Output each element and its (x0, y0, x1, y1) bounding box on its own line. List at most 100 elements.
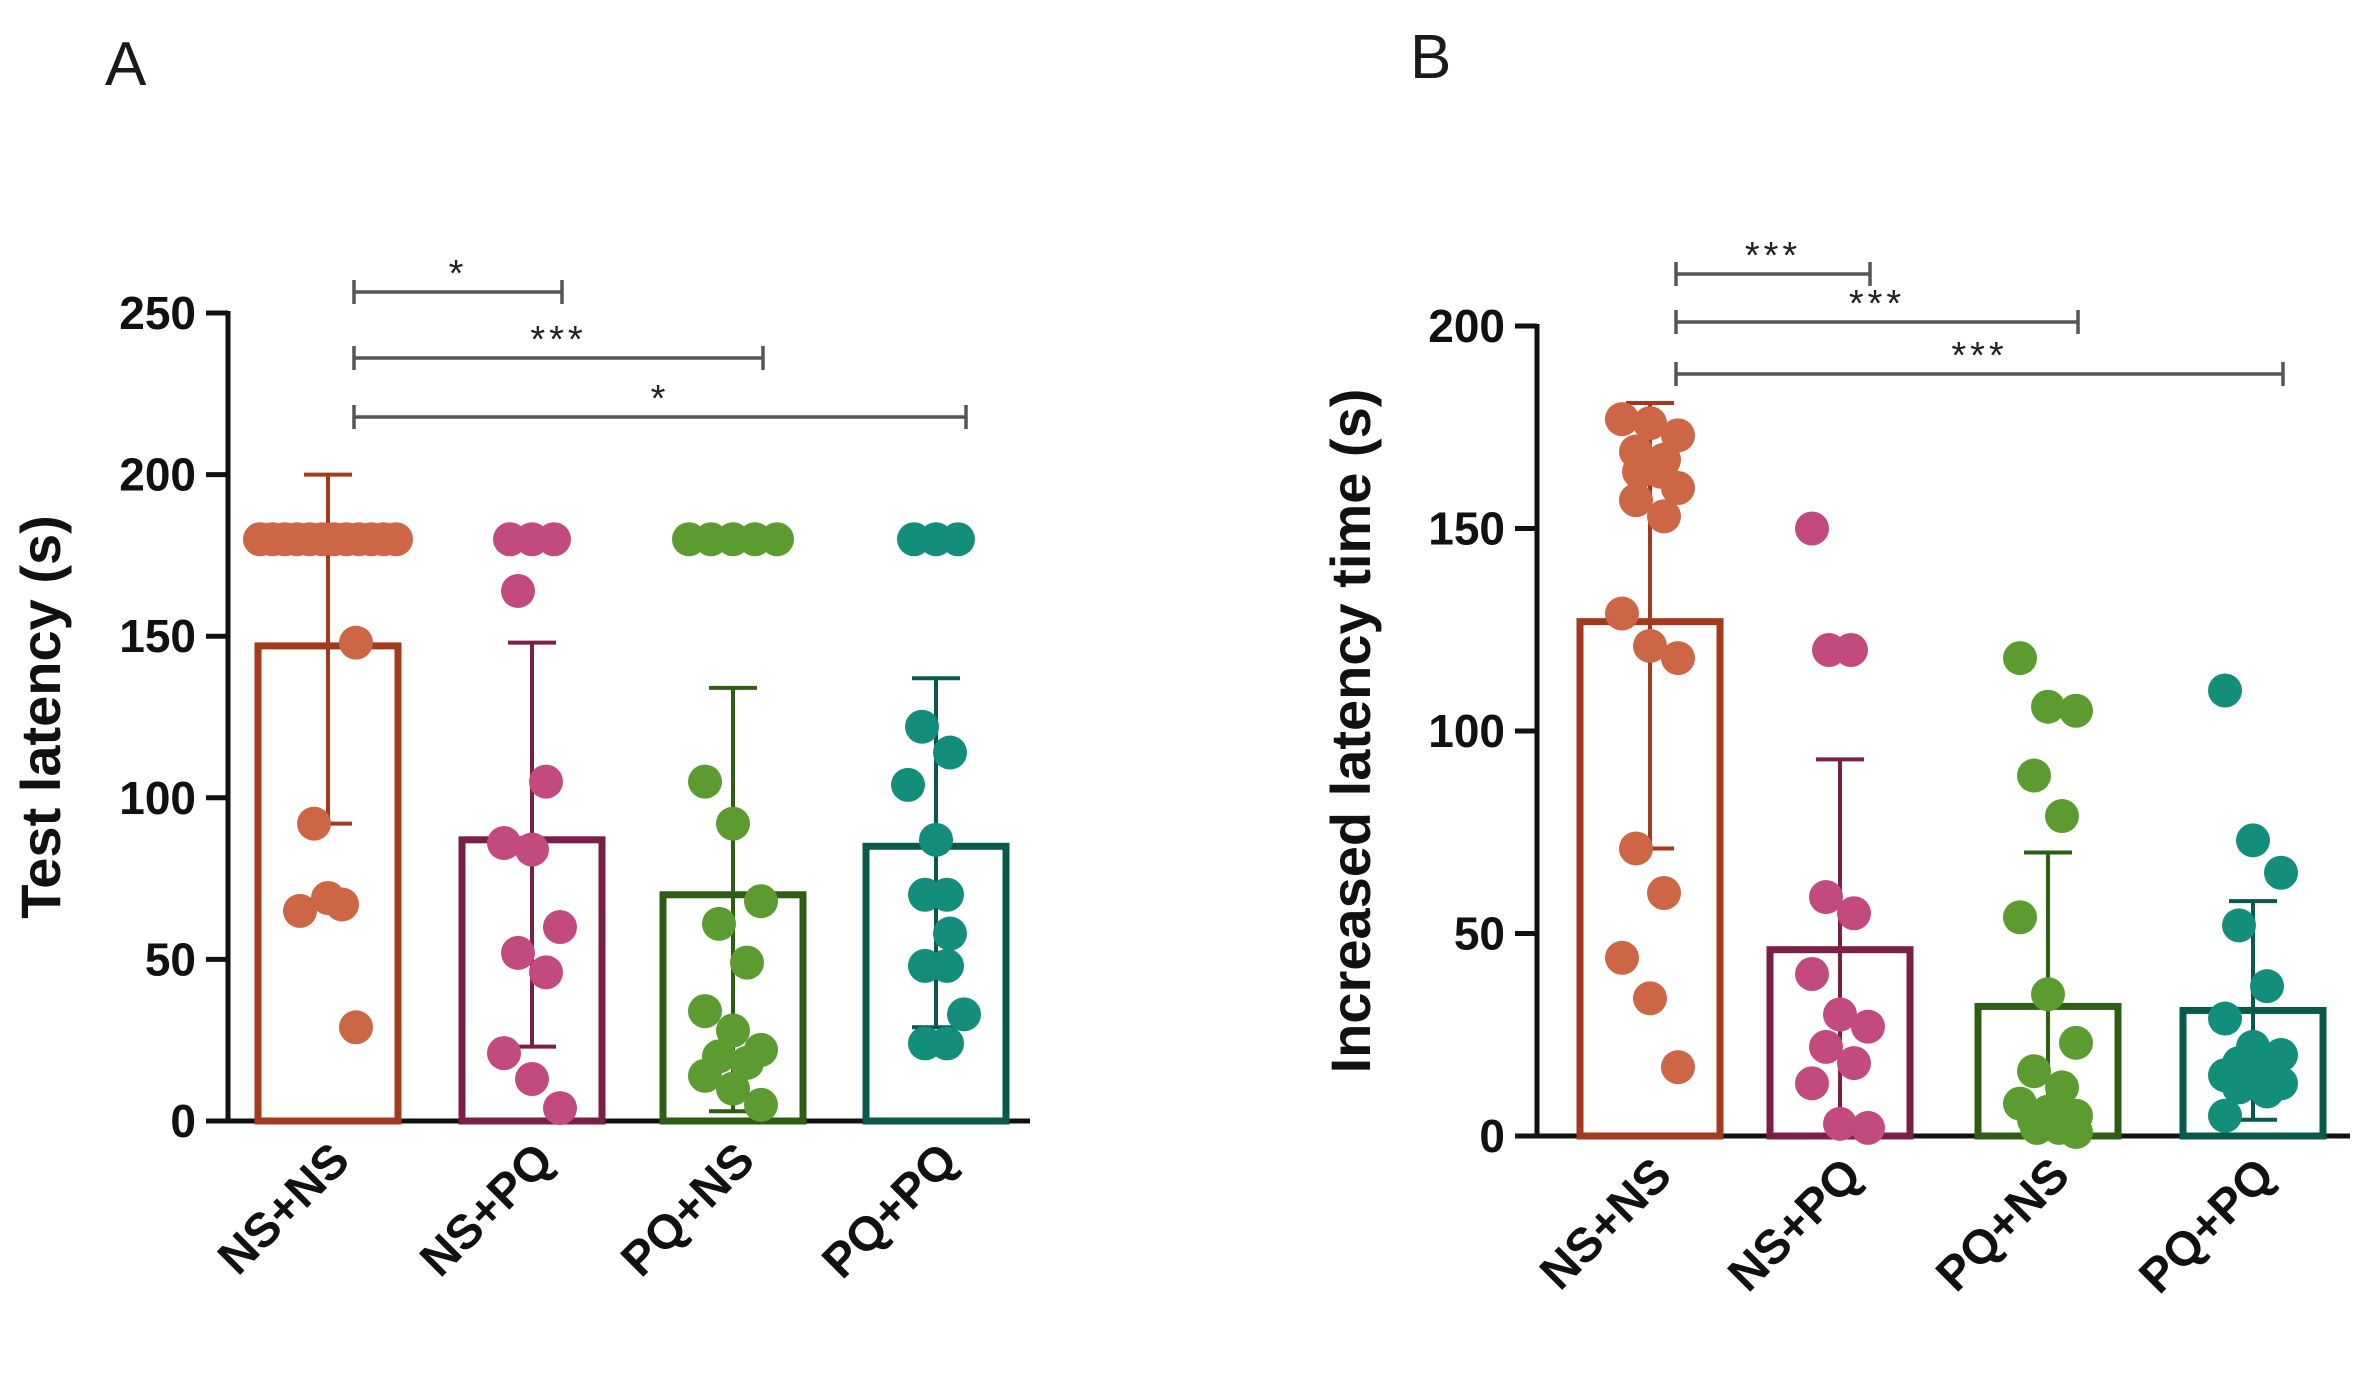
data-point-b-pq-ns (2059, 693, 2093, 728)
sig-label-b-1: *** (1849, 283, 1905, 325)
data-point-a-pq-ns (716, 1013, 750, 1048)
panel-letter-a: A (105, 30, 147, 99)
y-tick-label-a-250: 250 (119, 287, 196, 339)
category-label-b-pq-pq: PQ+PQ (2129, 1148, 2284, 1303)
data-point-a-pq-ns (688, 994, 722, 1029)
data-point-b-pq-pq (2222, 908, 2256, 943)
data-point-b-ns-ns (1605, 940, 1639, 975)
panel-b: B 0 50 100 150 200 Increased latency time (s)… (1319, 23, 2350, 1304)
y-tick-label-a-50: 50 (145, 933, 196, 985)
data-point-a-pq-pq (930, 877, 964, 912)
sig-label-a-1: *** (530, 319, 586, 361)
y-tick-label-a-0: 0 (170, 1095, 196, 1147)
data-point-b-ns-pq (1809, 1029, 1843, 1064)
data-point-a-pq-ns (702, 906, 736, 941)
sig-label-b-2: *** (1951, 335, 2007, 377)
data-point-a-ns-pq (529, 955, 563, 990)
y-tick-label-b-50: 50 (1454, 908, 1505, 960)
data-point-a-ns-ns (297, 806, 331, 841)
data-point-a-pq-pq (947, 997, 981, 1032)
panel-a: A 0 50 100 150 200 250 Test latency (s) NS+NS NS… (9, 30, 1030, 1289)
data-point-b-pq-pq (2264, 855, 2298, 890)
y-tick-label-b-100: 100 (1428, 705, 1505, 757)
data-point-b-ns-pq (1837, 1046, 1871, 1081)
data-point-a-ns-pq (501, 573, 535, 608)
data-point-b-ns-pq (1795, 511, 1829, 546)
data-point-a-ns-pq (543, 910, 577, 945)
data-point-a-pq-ns (760, 522, 794, 557)
data-point-a-pq-pq (905, 709, 939, 744)
y-tick-label-b-0: 0 (1479, 1110, 1505, 1162)
data-point-a-pq-ns (744, 1087, 778, 1122)
data-point-a-pq-ns (716, 806, 750, 841)
data-point-b-pq-ns (2059, 1114, 2093, 1149)
data-point-b-ns-ns (1647, 876, 1681, 910)
data-point-b-ns-pq (1823, 1106, 1857, 1141)
data-point-a-ns-ns (339, 1010, 373, 1045)
data-point-b-pq-pq (2250, 1074, 2284, 1109)
data-point-b-ns-ns (1661, 1050, 1695, 1085)
y-axis-title-b: Increased latency time (s) (1319, 389, 1382, 1074)
category-label-a-pq-pq: PQ+PQ (812, 1133, 967, 1288)
data-point-b-pq-pq (2208, 1001, 2242, 1036)
panel-letter-b: B (1410, 23, 1451, 92)
data-point-a-ns-pq (487, 1036, 521, 1071)
data-point-b-ns-pq (1851, 1110, 1885, 1145)
data-point-b-pq-ns (2031, 977, 2065, 1012)
data-point-b-ns-ns (1661, 471, 1695, 505)
data-point-a-pq-ns (730, 1045, 764, 1080)
data-point-a-ns-pq (515, 832, 549, 867)
category-label-b-ns-ns: NS+NS (1530, 1148, 1682, 1300)
y-tick-label-a-200: 200 (119, 449, 196, 501)
data-point-b-pq-pq (2208, 673, 2242, 708)
data-point-b-pq-ns (2017, 1054, 2051, 1089)
category-label-a-ns-pq: NS+PQ (410, 1133, 563, 1286)
data-point-b-pq-ns (2003, 900, 2037, 935)
y-tick-label-a-150: 150 (119, 610, 196, 662)
data-point-a-pq-pq (941, 522, 975, 557)
data-point-a-pq-pq (891, 767, 925, 802)
data-point-a-ns-pq (501, 935, 535, 970)
data-point-b-pq-pq (2222, 1070, 2256, 1105)
category-label-a-pq-ns: PQ+NS (611, 1133, 764, 1286)
y-tick-label-b-200: 200 (1428, 300, 1505, 352)
data-point-a-pq-pq (933, 735, 967, 770)
data-point-a-ns-ns (311, 880, 345, 915)
data-point-b-pq-pq (2208, 1098, 2242, 1133)
data-point-b-ns-ns (1619, 483, 1653, 518)
data-point-b-pq-pq (2250, 969, 2284, 1004)
sig-label-b-0: *** (1745, 235, 1801, 277)
data-point-b-ns-pq (1834, 633, 1868, 667)
category-label-b-pq-ns: PQ+NS (1926, 1148, 2079, 1301)
data-point-b-ns-pq (1837, 896, 1871, 931)
data-point-a-ns-pq (543, 1091, 577, 1126)
data-point-a-pq-pq (933, 916, 967, 951)
data-point-b-ns-ns (1633, 406, 1667, 441)
data-point-a-pq-ns (688, 1058, 722, 1093)
sig-label-a-2: * (651, 378, 670, 420)
data-point-b-ns-ns (1605, 402, 1639, 437)
data-point-a-ns-ns (379, 522, 413, 557)
data-point-b-pq-ns (2003, 641, 2037, 676)
y-tick-label-a-100: 100 (119, 772, 196, 824)
data-point-a-pq-ns (716, 1071, 750, 1106)
data-point-b-ns-ns (1605, 596, 1639, 631)
data-point-b-pq-ns (2031, 689, 2065, 724)
data-point-b-pq-pq (2236, 823, 2270, 858)
data-point-b-ns-pq (1823, 997, 1857, 1032)
data-point-b-ns-ns (1633, 981, 1667, 1016)
data-point-a-pq-ns (744, 884, 778, 919)
data-point-b-ns-pq (1795, 957, 1829, 991)
data-point-b-ns-ns (1647, 499, 1681, 534)
data-point-a-ns-ns (339, 625, 373, 660)
data-point-b-pq-ns (2045, 799, 2079, 834)
data-point-a-ns-pq (529, 764, 563, 799)
data-point-a-ns-pq (515, 1061, 549, 1096)
data-point-b-pq-ns (2017, 758, 2051, 793)
data-point-a-pq-pq (930, 1026, 964, 1061)
category-label-a-ns-ns: NS+NS (208, 1133, 360, 1285)
data-point-b-ns-pq (1795, 1066, 1829, 1101)
y-tick-label-b-150: 150 (1428, 503, 1505, 555)
sig-label-a-0: * (449, 253, 468, 295)
